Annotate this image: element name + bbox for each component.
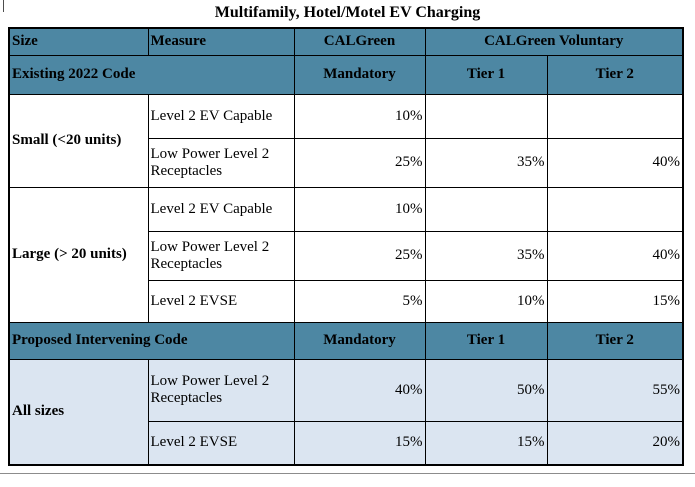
frame-left-tick xyxy=(3,0,4,12)
value-cell: 20% xyxy=(546,420,684,466)
subheader-proposed-tier2: Tier 2 xyxy=(546,321,684,360)
table-row: Size Measure CALGreen CALGreen Voluntary xyxy=(8,27,684,56)
table-row: All sizes Low Power Level 2 Receptacles … xyxy=(8,358,684,466)
table-row: Large (> 20 units) Level 2 EV Capable 10… xyxy=(8,186,684,323)
ev-charging-table: Size Measure CALGreen CALGreen Voluntary… xyxy=(8,27,685,466)
table-row: Low Power Level 2 Receptacles 25% 35% 40… xyxy=(9,230,684,281)
size-cell-small: Small (<20 units) xyxy=(8,93,149,188)
table-row: Low Power Level 2 Receptacles 25% 35% 40… xyxy=(9,137,684,188)
value-cell: 10% xyxy=(293,186,426,232)
table-row: Level 2 EVSE 15% 15% 20% xyxy=(9,420,684,466)
value-cell xyxy=(424,186,548,232)
measure-cell: Level 2 EV Capable xyxy=(147,93,295,139)
section-header-existing-code: Existing 2022 Code xyxy=(8,54,295,95)
measure-cell: Level 2 EVSE xyxy=(147,420,295,466)
section-header-proposed-code: Proposed Intervening Code xyxy=(8,321,295,360)
value-cell xyxy=(546,186,684,232)
value-cell: 40% xyxy=(293,358,426,422)
value-cell: 5% xyxy=(293,279,426,323)
measure-cell: Level 2 EV Capable xyxy=(147,186,295,232)
subheader-proposed-mandatory: Mandatory xyxy=(293,321,426,360)
value-cell: 35% xyxy=(424,137,548,188)
value-cell: 15% xyxy=(424,420,548,466)
size-cell-large: Large (> 20 units) xyxy=(8,186,149,323)
size-cell-all-sizes: All sizes xyxy=(8,358,149,466)
table-title: Multifamily, Hotel/Motel EV Charging xyxy=(214,4,481,21)
value-cell: 10% xyxy=(424,279,548,323)
col-header-size: Size xyxy=(8,27,149,56)
value-cell: 10% xyxy=(293,93,426,139)
value-cell: 55% xyxy=(546,358,684,422)
value-cell: 15% xyxy=(546,279,684,323)
subheader-proposed-tier1: Tier 1 xyxy=(424,321,548,360)
value-cell: 15% xyxy=(293,420,426,466)
table-row: Existing 2022 Code Mandatory Tier 1 Tier… xyxy=(8,54,684,95)
measure-cell: Low Power Level 2 Receptacles xyxy=(147,358,295,422)
col-header-measure: Measure xyxy=(147,27,295,56)
measure-cell: Low Power Level 2 Receptacles xyxy=(147,230,295,281)
value-cell: 50% xyxy=(424,358,548,422)
table-row: Small (<20 units) Level 2 EV Capable 10% xyxy=(8,93,684,188)
subheader-existing-mandatory: Mandatory xyxy=(293,54,426,95)
value-cell: 40% xyxy=(546,230,684,281)
col-header-calgreen-voluntary: CALGreen Voluntary xyxy=(424,27,684,56)
col-header-calgreen: CALGreen xyxy=(293,27,426,56)
value-cell: 25% xyxy=(293,137,426,188)
table-row: Proposed Intervening Code Mandatory Tier… xyxy=(8,321,684,360)
value-cell xyxy=(424,93,548,139)
value-cell: 25% xyxy=(293,230,426,281)
measure-cell: Level 2 EVSE xyxy=(147,279,295,323)
measure-cell: Low Power Level 2 Receptacles xyxy=(147,137,295,188)
value-cell: 40% xyxy=(546,137,684,188)
value-cell: 35% xyxy=(424,230,548,281)
subheader-existing-tier1: Tier 1 xyxy=(424,54,548,95)
frame-bottom-line xyxy=(0,473,695,474)
value-cell xyxy=(546,93,684,139)
subheader-existing-tier2: Tier 2 xyxy=(546,54,684,95)
